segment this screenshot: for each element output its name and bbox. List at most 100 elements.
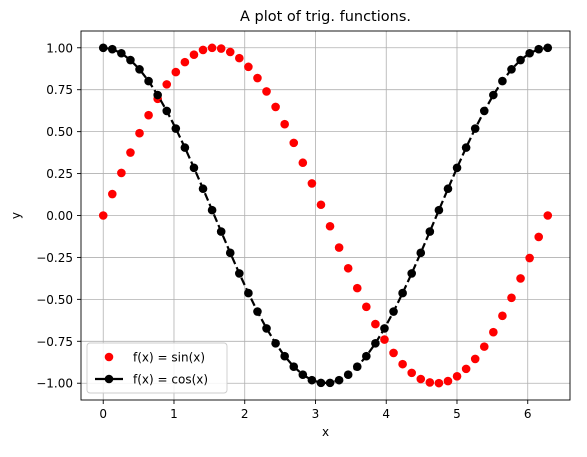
legend-entries: f(x) = sin(x) f(x) = cos(x) [95,351,208,387]
legend-marker [104,374,114,384]
y-tick-label: −0.75 [36,335,73,349]
data-point [189,163,199,173]
data-point [534,232,544,242]
chart-title: A plot of trig. functions. [240,9,411,25]
data-point [343,263,353,273]
data-point [298,158,308,168]
data-point [108,189,117,199]
data-point [479,106,489,116]
data-point [207,205,217,215]
data-point [334,243,344,252]
data-point [498,76,507,86]
data-point [543,211,553,220]
x-axis-label: x [322,425,329,439]
data-point [470,354,480,364]
data-point [371,339,380,348]
data-point [225,47,235,57]
data-point [362,351,371,361]
data-point [198,184,208,194]
data-point [262,87,271,96]
data-point [171,67,181,77]
data-point [235,269,244,278]
data-point [180,143,190,152]
data-point [525,48,534,58]
tick-layer: 0 1 2 3 4 5 6 −1.00 −0.75 −0.50 −0.25 0.00 0.25 0.50 0… [36,41,531,421]
data-point [534,44,544,54]
data-point [470,124,480,133]
data-point [434,205,444,215]
data-point [171,124,181,133]
data-point [253,73,262,83]
x-tick-label: 4 [382,407,390,421]
data-point [461,364,471,374]
data-point [180,57,190,67]
data-point [117,48,126,58]
data-point [498,311,507,321]
data-point [507,293,516,303]
data-point [162,106,172,116]
data-point [525,253,534,263]
data-point [289,138,299,148]
data-point [126,148,135,157]
data-point [144,110,153,120]
data-point [262,324,271,333]
data-point [380,324,389,333]
data-point [352,283,362,293]
data-point [189,50,199,59]
y-tick-label: 0.75 [46,83,73,97]
legend: f(x) = sin(x) f(x) = cos(x) [86,342,228,394]
data-point [126,55,135,65]
data-point [380,335,389,344]
data-point [489,327,498,337]
x-tick-label: 6 [524,407,532,421]
data-point [434,378,444,388]
legend-box [86,342,228,394]
data-point [543,43,553,53]
data-point [280,119,289,129]
series-1 [98,43,553,388]
data-point [298,370,308,380]
data-point [452,372,462,381]
data-point [398,359,407,369]
data-point [98,211,108,220]
x-tick-label: 0 [99,407,107,421]
data-point [307,179,317,188]
series-layer [98,43,553,388]
data-point [316,200,326,210]
data-point [325,221,335,231]
data-point [271,102,280,112]
data-point [516,274,525,283]
legend-entry: f(x) = cos(x) [95,373,208,387]
data-point [253,307,262,316]
y-tick-label: 0.25 [46,167,73,181]
data-point [389,348,398,358]
y-tick-label: −1.00 [36,377,73,391]
data-point [389,307,398,316]
data-point [398,288,407,298]
data-point [425,227,435,236]
legend-label: f(x) = cos(x) [133,373,208,387]
data-point [280,351,289,361]
data-point [425,378,435,387]
data-point [271,339,280,348]
data-point [407,269,416,278]
data-point [135,128,144,138]
data-point [144,76,153,86]
data-point [162,80,172,89]
data-point [307,375,317,385]
data-point [98,43,108,53]
data-point [334,375,344,385]
data-point [225,248,235,258]
x-tick-label: 2 [241,407,249,421]
data-point [216,227,226,236]
x-tick-label: 3 [312,407,320,421]
data-point [352,362,362,371]
data-point [289,362,299,371]
data-point [135,65,144,74]
y-tick-label: 1.00 [46,41,73,55]
legend-label: f(x) = sin(x) [133,351,205,365]
data-point [316,378,326,388]
data-point [516,55,525,65]
